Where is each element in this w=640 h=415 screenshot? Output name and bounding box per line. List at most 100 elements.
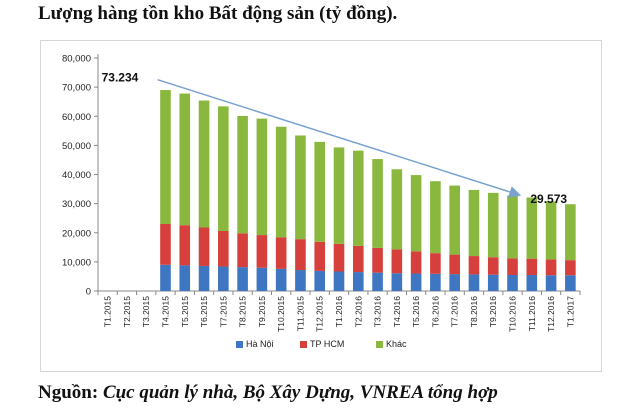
y-tick-label: 10,000 [62, 257, 91, 268]
legend-label: Hà Nội [246, 339, 274, 349]
annotation-start: 73.234 [102, 71, 139, 85]
bars [160, 90, 576, 291]
bar-segment-tphcm [352, 245, 364, 273]
x-tick-label: T1.2015 [103, 296, 113, 327]
bar-segment-khac [352, 150, 364, 246]
x-tick-label: T2.2016 [353, 296, 363, 327]
bar-segment-khac [372, 159, 383, 248]
x-tick-label: T4.2015 [160, 296, 170, 327]
bar-segment-tphcm [410, 251, 422, 274]
bar-segment-hanoi [372, 272, 383, 291]
bar-segment-khac [295, 135, 306, 240]
chart-title: Lượng hàng tồn kho Bất động sản (tỷ đồng… [38, 3, 398, 24]
bar-segment-khac [333, 147, 345, 244]
y-tick-label: 30,000 [62, 199, 91, 210]
legend-swatch [236, 341, 243, 348]
x-tick-label: T2.2015 [122, 296, 132, 327]
bar-segment-tphcm [430, 253, 441, 274]
bar-segment-tphcm [545, 259, 557, 276]
bar-segment-hanoi [237, 267, 248, 291]
bar-segment-tphcm [487, 257, 499, 275]
bar-segment-tphcm [198, 227, 210, 266]
bar-segment-khac [198, 100, 210, 228]
bar-segment-khac [410, 175, 422, 252]
bar-segment-hanoi [545, 275, 557, 291]
legend-label: TP HCM [310, 339, 344, 349]
bar-segment-tphcm [468, 256, 480, 275]
bar-segment-tphcm [391, 249, 403, 274]
x-tick-label: T8.2015 [238, 296, 248, 327]
bar-segment-hanoi [160, 264, 171, 291]
bar-segment-hanoi [333, 271, 345, 291]
bar-segment-hanoi [275, 268, 287, 291]
annotations: 73.234 29.573 [102, 71, 568, 206]
x-tick-label: T5.2016 [411, 296, 421, 327]
bar-segment-tphcm [372, 247, 383, 273]
bar-segment-tphcm [314, 241, 326, 271]
bar-segment-hanoi [295, 270, 306, 291]
x-tick-label: T9.2016 [488, 296, 498, 327]
bar-segment-khac [545, 201, 557, 260]
legend: Hà Nội TP HCM Khác [236, 339, 407, 349]
bar-segment-khac [314, 141, 326, 242]
y-tick-label: 20,000 [62, 228, 91, 239]
legend-swatch [376, 341, 383, 348]
x-tick-label: T7.2016 [450, 296, 460, 327]
bar-segment-tphcm [526, 258, 538, 275]
bar-segment-khac [179, 93, 191, 226]
y-tick-label: 60,000 [62, 112, 91, 123]
x-tick-label: T1.2017 [565, 296, 575, 327]
x-tick-label: T11.2015 [295, 296, 305, 332]
x-tick-label: T6.2015 [199, 296, 209, 327]
trend-arrow [157, 78, 522, 198]
x-tick-label: T6.2016 [430, 296, 440, 327]
y-tick-label: 40,000 [62, 170, 91, 181]
x-tick-label: T3.2016 [373, 296, 383, 327]
source-text: Cục quản lý nhà, Bộ Xây Dựng, VNREA tổng… [102, 382, 498, 403]
bar-segment-tphcm [275, 237, 287, 269]
bar-segment-khac [391, 169, 403, 250]
legend-swatch [300, 341, 307, 348]
y-tick-label: 80,000 [62, 54, 91, 65]
x-tick-label: T8.2016 [469, 296, 479, 327]
source-line: Nguồn: Cục quản lý nhà, Bộ Xây Dựng, VNR… [38, 382, 498, 404]
bar-segment-tphcm [256, 235, 268, 268]
bar-segment-tphcm [179, 225, 191, 266]
bar-segment-tphcm [449, 254, 460, 275]
bar-segment-khac [565, 204, 576, 261]
x-tick-label: T1.2016 [334, 296, 344, 327]
bar-segment-tphcm [507, 258, 518, 275]
bar-segment-hanoi [218, 266, 229, 291]
bar-segment-khac [507, 195, 518, 259]
x-tick-label: T12.2016 [546, 296, 556, 332]
bar-segment-khac [468, 189, 480, 257]
bar-segment-hanoi [256, 267, 268, 291]
x-tick-label: T11.2016 [527, 296, 537, 332]
y-tick-label: 50,000 [62, 141, 91, 152]
bar-segment-khac [256, 118, 268, 236]
axes: 0 10,000 20,000 30,000 40,000 50,000 60,000 70,… [62, 54, 581, 332]
bar-segment-khac [526, 197, 538, 259]
bar-segment-tphcm [237, 233, 248, 268]
x-tick-label: T12.2015 [315, 296, 325, 332]
bar-segment-hanoi [198, 265, 210, 291]
bar-segment-hanoi [487, 274, 499, 291]
x-tick-label: T10.2015 [276, 296, 286, 332]
y-tick-label: 70,000 [62, 83, 91, 94]
bar-segment-tphcm [160, 224, 171, 265]
bar-segment-tphcm [565, 260, 576, 276]
bar-segment-hanoi [179, 265, 191, 291]
x-tick-label: T7.2015 [218, 296, 228, 327]
bar-segment-khac [275, 126, 287, 238]
bar-segment-khac [160, 90, 171, 225]
bar-segment-khac [237, 115, 248, 234]
bar-segment-khac [430, 181, 441, 254]
x-tick-label: T9.2015 [257, 296, 267, 327]
bar-segment-hanoi [565, 275, 576, 291]
bar-segment-tphcm [295, 239, 306, 271]
legend-label: Khác [386, 339, 407, 349]
bar-segment-hanoi [526, 274, 538, 291]
bar-segment-tphcm [333, 243, 345, 272]
x-tick-label: T4.2016 [392, 296, 402, 327]
